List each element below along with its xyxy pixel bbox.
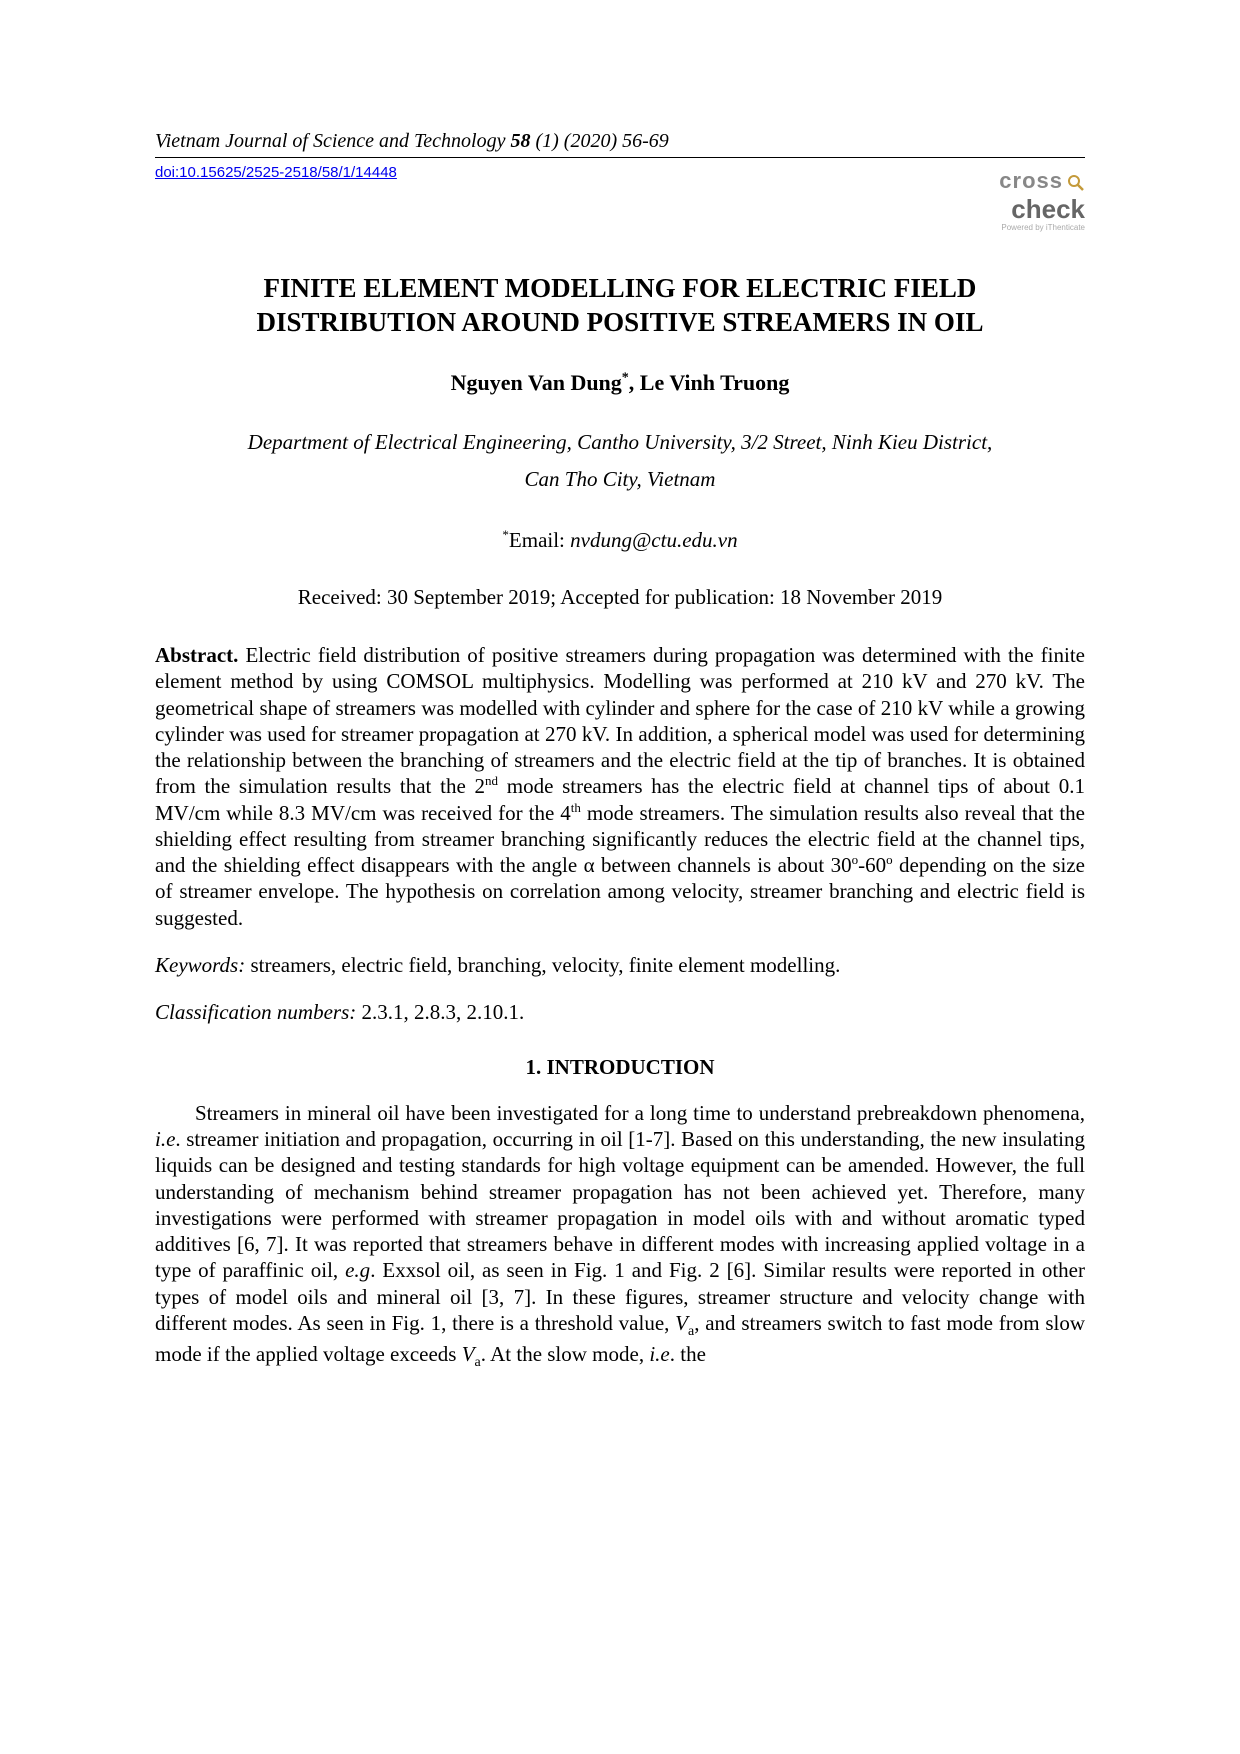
affiliation-line2: Can Tho City, Vietnam	[525, 467, 716, 491]
author-2: Le Vinh Truong	[640, 370, 790, 395]
intro-ital-5: i.e	[649, 1342, 669, 1366]
keywords: Keywords: streamers, electric field, bra…	[155, 953, 1085, 978]
abstract: Abstract. Electric field distribution of…	[155, 642, 1085, 931]
authors: Nguyen Van Dung*, Le Vinh Truong	[155, 370, 1085, 396]
affiliation-line1: Department of Electrical Engineering, Ca…	[248, 430, 993, 454]
corresponding-email: *Email: nvdung@ctu.edu.vn	[155, 527, 1085, 553]
title-line1: FINITE ELEMENT MODELLING FOR ELECTRIC FI…	[264, 273, 977, 303]
section-1-heading-text: 1. INTRODUCTION	[525, 1055, 714, 1079]
classification-label: Classification numbers:	[155, 1000, 356, 1024]
doi-link[interactable]: doi:10.15625/2525-2518/58/1/14448	[155, 164, 397, 181]
journal-pages: 56-69	[622, 130, 669, 152]
introduction-paragraph: Streamers in mineral oil have been inves…	[155, 1100, 1085, 1371]
journal-issue-year: (1) (2020)	[535, 130, 617, 152]
abstract-sup-2: th	[571, 800, 581, 815]
received-accepted-dates: Received: 30 September 2019; Accepted fo…	[155, 585, 1085, 610]
classification-text: 2.3.1, 2.8.3, 2.10.1.	[356, 1000, 524, 1024]
email-label: Email:	[509, 528, 570, 552]
intro-ital-3: V	[675, 1311, 688, 1335]
intro-text-1: Streamers in mineral oil have been inves…	[195, 1101, 1085, 1125]
crosscheck-logo: cross check Powered by iThenticate	[999, 168, 1085, 235]
journal-volume: 58	[510, 130, 530, 152]
author-1-sup: *	[622, 370, 629, 385]
journal-header: Vietnam Journal of Science and Technolog…	[155, 130, 1085, 158]
abstract-sup-1: nd	[485, 773, 498, 788]
crosscheck-lens-icon	[1067, 171, 1085, 193]
title-line2: DISTRIBUTION AROUND POSITIVE STREAMERS I…	[257, 307, 984, 337]
crosscheck-check-text: check	[1011, 194, 1085, 224]
abstract-text-4: -60	[858, 853, 886, 877]
email-address: nvdung@ctu.edu.vn	[570, 528, 737, 552]
section-1-heading: 1. INTRODUCTION	[155, 1055, 1085, 1080]
intro-ital-1: i.e	[155, 1127, 175, 1151]
author-1: Nguyen Van Dung	[451, 370, 622, 395]
crosscheck-subtitle: Powered by iThenticate	[999, 223, 1085, 232]
intro-ital-4: V	[462, 1342, 475, 1366]
intro-ital-2: e.g	[345, 1258, 370, 1282]
intro-text-6: . the	[670, 1342, 706, 1366]
classification-numbers: Classification numbers: 2.3.1, 2.8.3, 2.…	[155, 1000, 1085, 1025]
journal-name: Vietnam Journal of Science and Technolog…	[155, 130, 505, 152]
author-separator: ,	[629, 370, 640, 395]
abstract-label: Abstract.	[155, 643, 238, 667]
intro-text-5: . At the slow mode,	[481, 1342, 650, 1366]
dates-text: Received: 30 September 2019; Accepted fo…	[298, 585, 942, 609]
crosscheck-cross-text: cross	[999, 168, 1063, 193]
affiliation: Department of Electrical Engineering, Ca…	[155, 424, 1085, 500]
keywords-text: streamers, electric field, branching, ve…	[245, 953, 840, 977]
keywords-label: Keywords:	[155, 953, 245, 977]
paper-title: FINITE ELEMENT MODELLING FOR ELECTRIC FI…	[155, 272, 1085, 340]
